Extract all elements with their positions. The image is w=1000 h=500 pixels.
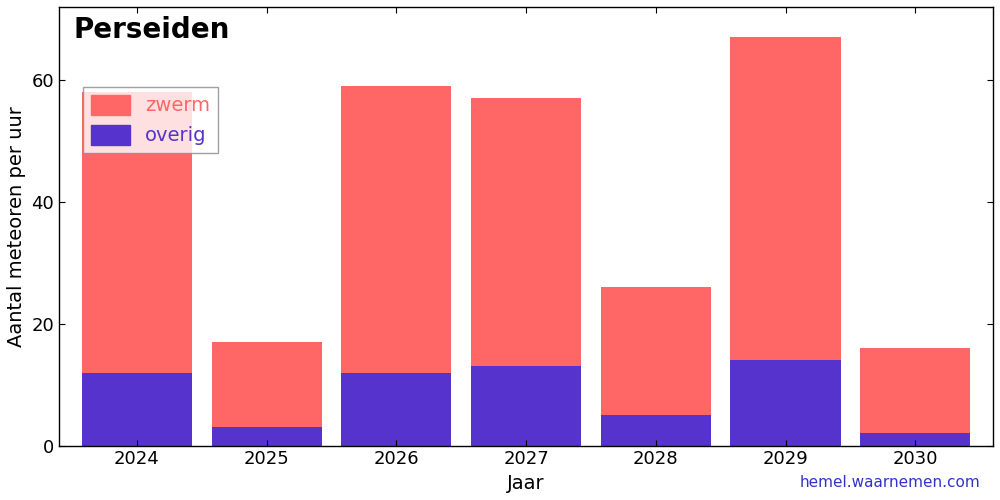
Bar	[730, 360, 841, 446]
X-axis label: Jaar: Jaar	[507, 474, 545, 493]
Text: hemel.waarnemen.com: hemel.waarnemen.com	[799, 475, 980, 490]
Legend: zwerm, overig: zwerm, overig	[83, 87, 218, 153]
Bar	[860, 348, 970, 434]
Bar	[471, 98, 581, 366]
Bar	[730, 38, 841, 360]
Y-axis label: Aantal meteoren per uur: Aantal meteoren per uur	[7, 106, 26, 346]
Bar	[341, 372, 451, 446]
Bar	[212, 342, 322, 428]
Bar	[601, 415, 711, 446]
Bar	[341, 86, 451, 372]
Bar	[82, 92, 192, 372]
Bar	[82, 372, 192, 446]
Bar	[212, 428, 322, 446]
Text: Perseiden: Perseiden	[73, 16, 229, 44]
Bar	[471, 366, 581, 446]
Bar	[601, 287, 711, 415]
Bar	[860, 434, 970, 446]
